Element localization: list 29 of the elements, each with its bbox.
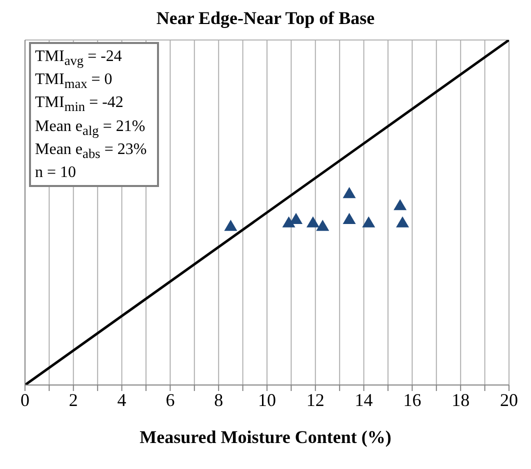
point	[342, 212, 356, 224]
annotation: Mean e$_{alg}$ = 21%	[35, 116, 146, 140]
annotation: TMI$_{max}$ = 0	[35, 70, 114, 94]
x-tick-label: 8	[214, 390, 224, 410]
x-tick-label: 14	[354, 390, 373, 410]
annotation: n = 10	[35, 162, 78, 182]
x-tick-label: 20	[500, 390, 518, 410]
point	[342, 187, 356, 198]
x-tick-label: 2	[68, 390, 78, 410]
point	[282, 216, 296, 228]
annotation: TMI$_{min}$ = -42	[35, 93, 124, 117]
point	[224, 220, 238, 231]
point	[316, 220, 330, 231]
point	[306, 216, 320, 228]
x-tick-label: 16	[403, 390, 422, 410]
point	[396, 216, 410, 228]
annotation: TMI$_{avg}$ = -24	[35, 47, 123, 70]
chart-title: Near Edge-Near Top of Base	[155, 8, 376, 30]
x-tick-label: 4	[117, 390, 126, 410]
x-axis-title: Measured Moisture Content (%)	[138, 427, 392, 448]
point	[362, 216, 376, 228]
point	[290, 212, 303, 224]
annotation: Mean e$_{abs}$ = 23%	[35, 140, 147, 163]
x-tick-label: 6	[166, 390, 175, 410]
point	[394, 199, 407, 210]
x-tick-label: 18	[452, 390, 470, 410]
x-tick-label: 10	[258, 390, 276, 410]
x-tick-label: 12	[306, 390, 324, 410]
x-tick-label: 0	[20, 390, 30, 410]
